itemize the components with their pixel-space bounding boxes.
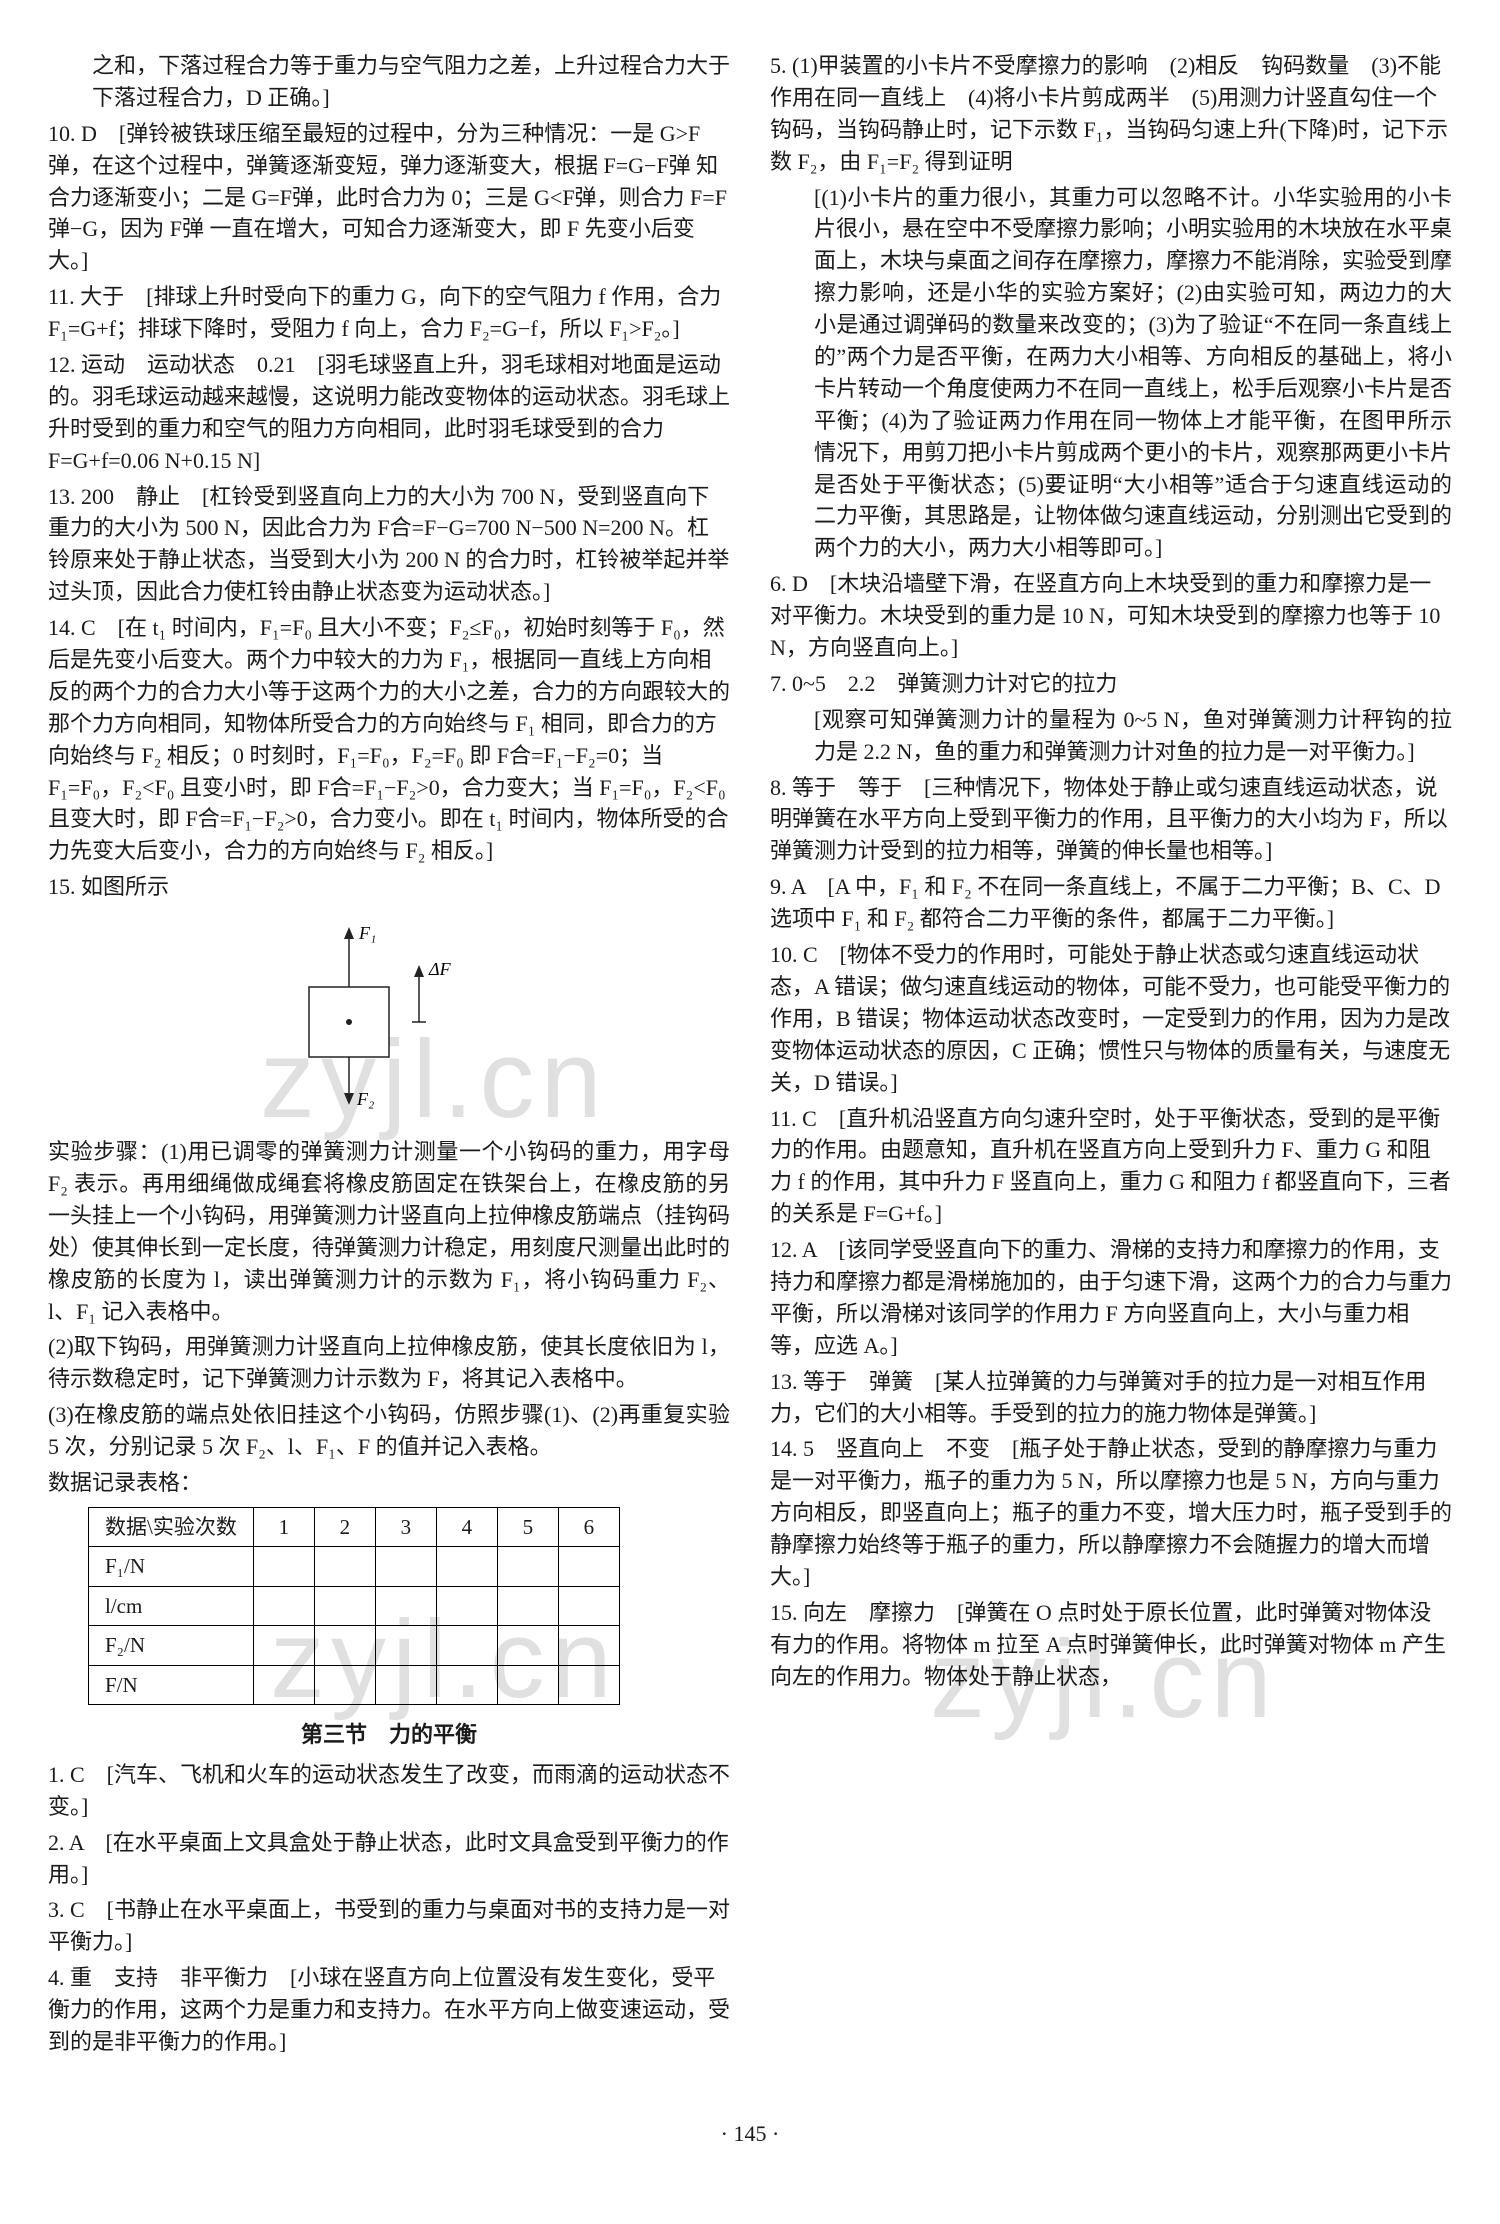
svg-text:ΔF: ΔF — [428, 959, 452, 979]
s3-answer-item-7-head: 7. 0~5 2.2 弹簧测力计对它的拉力 — [770, 668, 1452, 700]
s3-answer-item-9: 9. A [A 中，F₁ 和 F₂ 不在同一条直线上，不属于二力平衡；B、C、D… — [770, 871, 1452, 935]
answer-item-13: 13. 200 静止 [杠铃受到竖直向上力的大小为 700 N，受到竖直向下重力… — [48, 481, 730, 609]
s3-answer-item-15: 15. 向左 摩擦力 [弹簧在 O 点时处于原长位置，此时弹簧对物体没有力的作用… — [770, 1597, 1452, 1693]
experiment-step-2: (2)取下钩码，用弹簧测力计竖直向上拉伸橡皮筋，使其长度依旧为 l，待示数稳定时… — [48, 1331, 730, 1395]
s3-answer-item-6: 6. D [木块沿墙壁下滑，在竖直方向上木块受到的重力和摩擦力是一对平衡力。木块… — [770, 568, 1452, 664]
table-row: l/cm — [89, 1586, 620, 1625]
s3-answer-item-4: 4. 重 支持 非平衡力 [小球在竖直方向上位置没有发生变化，受平衡力的作用，这… — [48, 1962, 730, 2058]
svg-text:F₂: F₂ — [356, 1089, 374, 1109]
s3-answer-item-2: 2. A [在水平桌面上文具盒处于静止状态，此时文具盒受到平衡力的作用。] — [48, 1827, 730, 1891]
continuation-text: 之和，下落过程合力等于重力与空气阻力之差，上升过程合力大于下落过程合力，D 正确… — [48, 50, 730, 114]
s3-answer-item-14: 14. 5 竖直向上 不变 [瓶子处于静止状态，受到的静摩擦力与重力是一对平衡力… — [770, 1433, 1452, 1592]
answer-item-10: 10. D [弹铃被铁球压缩至最短的过程中，分为三种情况：一是 G>F弹，在这个… — [48, 118, 730, 277]
s3-answer-item-5-head: 5. (1)甲装置的小卡片不受摩擦力的影响 (2)相反 钩码数量 (3)不能 作… — [770, 50, 1452, 178]
answer-item-15-head: 15. 如图所示 — [48, 871, 730, 903]
s3-answer-item-10: 10. C [物体不受力的作用时，可能处于静止状态或匀速直线运动状态，A 错误；… — [770, 939, 1452, 1098]
page-number: · 145 · — [48, 2118, 1452, 2150]
svg-text:F₁: F₁ — [358, 923, 376, 943]
table-row: F₂/N — [89, 1626, 620, 1665]
s3-answer-item-8: 8. 等于 等于 [三种情况下，物体处于静止或匀速直线运动状态，说明弹簧在水平方… — [770, 772, 1452, 868]
s3-answer-item-12: 12. A [该同学受竖直向下的重力、滑梯的支持力和摩擦力的作用，支持力和摩擦力… — [770, 1234, 1452, 1362]
experiment-step-1: 实验步骤：(1)用已调零的弹簧测力计测量一个小钩码的重力，用字母 F₂ 表示。再… — [48, 1136, 730, 1327]
s3-answer-item-7-body: [观察可知弹簧测力计的量程为 0~5 N，鱼对弹簧测力计秤钩的拉力是 2.2 N… — [770, 704, 1452, 768]
answer-item-14: 14. C [在 t₁ 时间内，F₁=F₀ 且大小不变；F₂≤F₀，初始时刻等于… — [48, 612, 730, 867]
s3-answer-item-3: 3. C [书静止在水平桌面上，书受到的重力与桌面对书的支持力是一对平衡力。] — [48, 1894, 730, 1958]
force-diagram: F₁ F₂ ΔF — [249, 917, 529, 1126]
table-row: F₁/N — [89, 1547, 620, 1586]
s3-answer-item-13: 13. 等于 弹簧 [某人拉弹簧的力与弹簧对手的拉力是一对相互作用力，它们的大小… — [770, 1366, 1452, 1430]
table-row: F/N — [89, 1665, 620, 1704]
table-caption: 数据记录表格： — [48, 1467, 730, 1499]
data-record-table: 数据\实验次数 1 2 3 4 5 6 F₁/N l/cm F₂/N F/N — [88, 1507, 620, 1705]
s3-answer-item-11: 11. C [直升机沿竖直方向匀速升空时，处于平衡状态，受到的是平衡力的作用。由… — [770, 1103, 1452, 1231]
s3-answer-item-5-body: [(1)小卡片的重力很小，其重力可以忽略不计。小华实验用的小卡片很小，悬在空中不… — [770, 182, 1452, 565]
answer-item-12: 12. 运动 运动状态 0.21 [羽毛球竖直上升，羽毛球相对地面是运动的。羽毛… — [48, 349, 730, 477]
experiment-step-3: (3)在橡皮筋的端点处依旧挂这个小钩码，仿照步骤(1)、(2)再重复实验 5 次… — [48, 1399, 730, 1463]
s3-answer-item-1: 1. C [汽车、飞机和火车的运动状态发生了改变，而雨滴的运动状态不变。] — [48, 1759, 730, 1823]
table-header-row: 数据\实验次数 1 2 3 4 5 6 — [89, 1507, 620, 1546]
answer-item-11: 11. 大于 [排球上升时受向下的重力 G，向下的空气阻力 f 作用，合力 F₁… — [48, 281, 730, 345]
section-3-title: 第三节 力的平衡 — [48, 1719, 730, 1751]
